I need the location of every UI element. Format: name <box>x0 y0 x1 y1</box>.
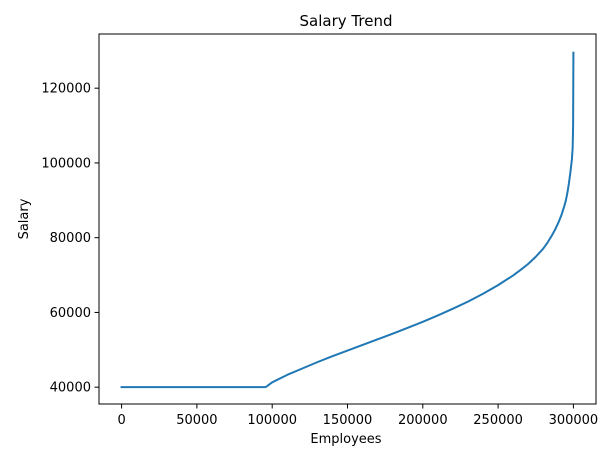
y-axis-ticks: 40000 60000 80000 100000 120000 <box>41 82 99 396</box>
y-tick-label: 40000 <box>50 381 91 396</box>
y-axis-label: Salary <box>17 198 32 239</box>
y-tick-label: 120000 <box>41 82 91 97</box>
x-tick-label: 200000 <box>398 413 448 428</box>
x-tick-label: 300000 <box>549 413 599 428</box>
x-tick-label: 250000 <box>473 413 523 428</box>
series-line-1 <box>120 51 575 389</box>
y-tick-label: 100000 <box>41 156 91 171</box>
x-tick-label: 50000 <box>176 413 217 428</box>
chart-title: Salary Trend <box>300 12 393 30</box>
x-tick-label: 150000 <box>323 413 373 428</box>
x-tick-label: 100000 <box>247 413 297 428</box>
x-tick-label: 0 <box>117 413 125 428</box>
x-axis-ticks: 0 50000 100000 150000 200000 250000 300000 <box>117 404 598 428</box>
y-tick-label: 60000 <box>50 306 91 321</box>
y-tick-label: 80000 <box>50 231 91 246</box>
x-axis-label: Employees <box>310 432 381 447</box>
